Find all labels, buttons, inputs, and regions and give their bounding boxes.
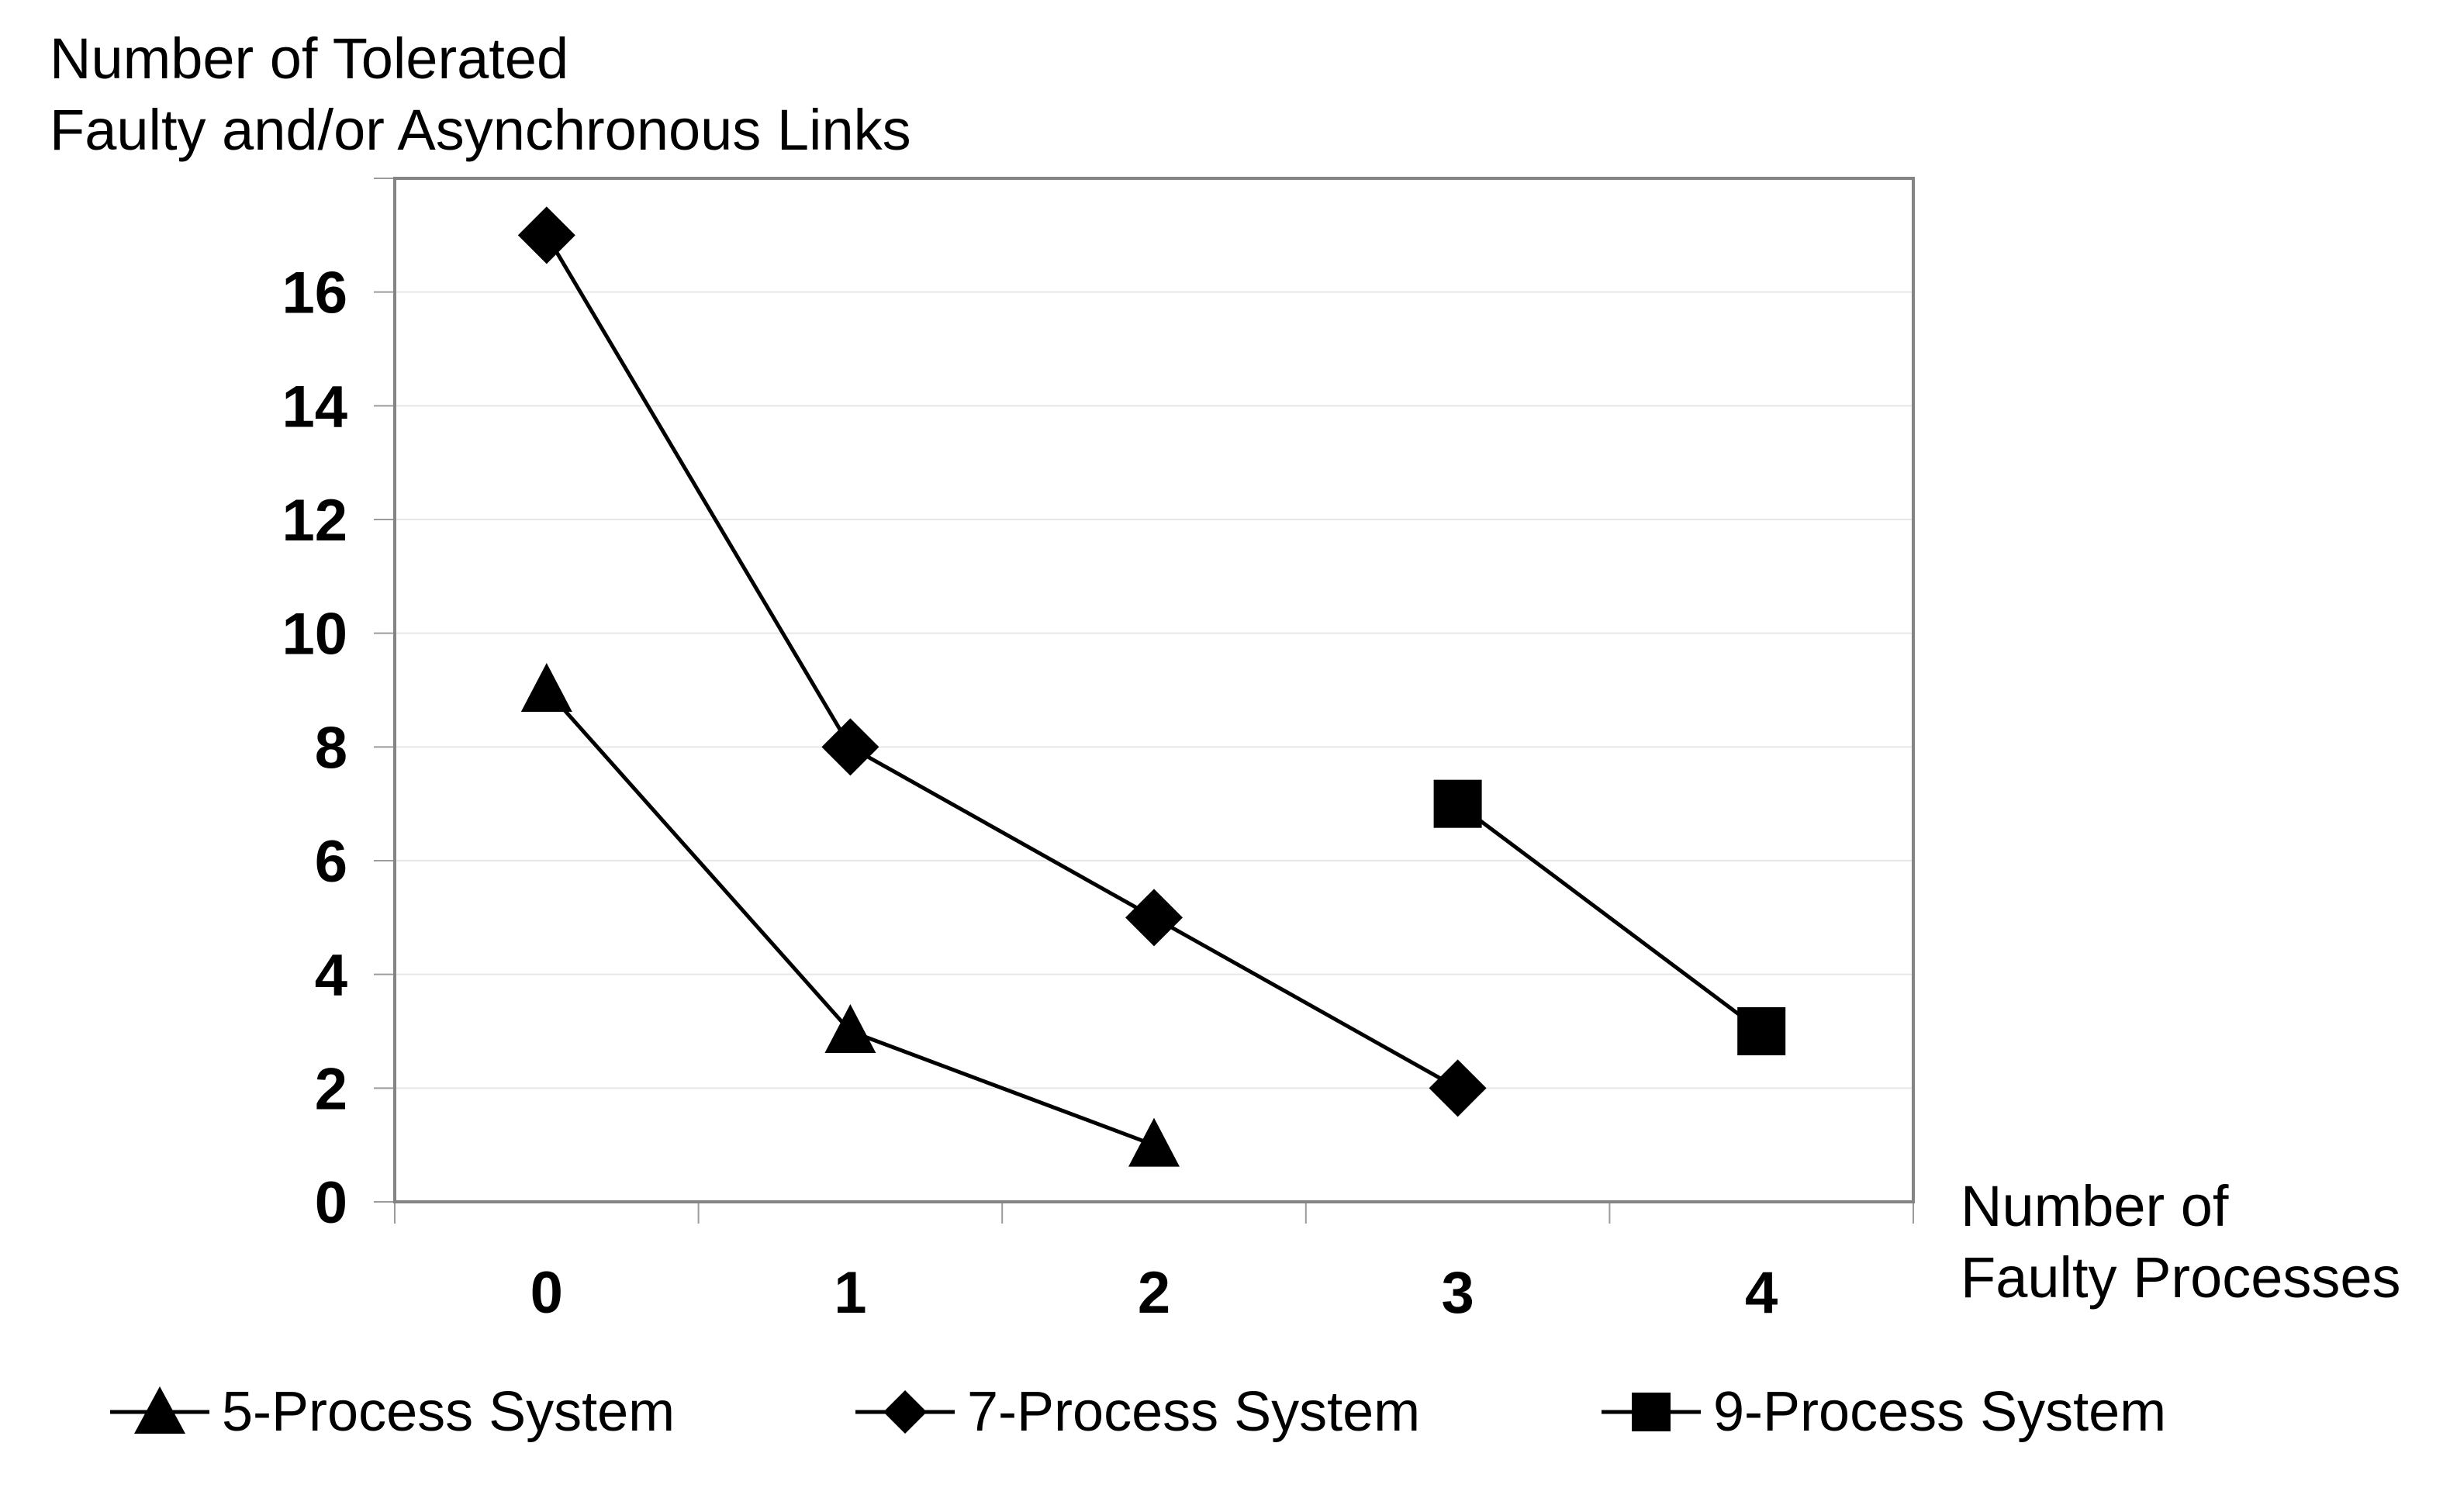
- y-tick-label: 8: [315, 715, 347, 781]
- legend-label: 9-Process System: [1713, 1381, 2167, 1443]
- square-marker-icon: [1602, 1393, 1701, 1431]
- legend-item-5-process: 5-Process System: [110, 1377, 675, 1447]
- diamond-marker: [1429, 1059, 1487, 1117]
- square-marker: [1433, 779, 1482, 828]
- triangle-marker: [520, 663, 572, 712]
- chart-title-line1: Number of Tolerated: [50, 26, 569, 91]
- series-line: [544, 234, 1459, 1090]
- y-tick-label: 4: [315, 943, 347, 1009]
- series-5-process-system: [520, 663, 1180, 1167]
- y-tick-label: 2: [315, 1056, 347, 1122]
- gridlines: [396, 291, 1912, 1089]
- series-9-process-system: [1433, 779, 1786, 1055]
- diamond-marker-icon: [855, 1390, 955, 1434]
- y-tick-label: 12: [282, 488, 347, 554]
- legend-item-9-process: 9-Process System: [1602, 1377, 2166, 1447]
- y-tick-label: 0: [315, 1170, 347, 1236]
- legend-label: 7-Process System: [967, 1381, 1421, 1443]
- x-tick-label: 3: [1441, 1260, 1474, 1326]
- series-line: [1456, 802, 1763, 1034]
- triangle-marker: [1128, 1117, 1180, 1167]
- x-tick-label: 1: [834, 1260, 866, 1326]
- x-tick-labels: 0 1 2 3 4: [530, 1260, 1778, 1326]
- legend-item-7-process: 7-Process System: [855, 1377, 1420, 1447]
- legend: 5-Process System 7-Process System 9-Proc…: [0, 1377, 2443, 1447]
- diamond-marker: [1125, 889, 1183, 947]
- triangle-marker: [824, 1004, 876, 1053]
- y-ticks: [374, 178, 393, 1203]
- plot-area-border: [393, 177, 1915, 1203]
- square-marker: [1737, 1007, 1786, 1055]
- x-axis-title-line1: Number of: [1961, 1174, 2229, 1238]
- chart-title: Number of Tolerated Faulty and/or Asynch…: [50, 23, 911, 166]
- y-tick-label: 16: [282, 261, 347, 326]
- y-tick-label: 6: [315, 829, 347, 895]
- diamond-marker: [517, 206, 575, 264]
- y-tick-labels: 0 2 4 6 8 10 12 14 16: [282, 261, 347, 1236]
- chart-title-line2: Faulty and/or Asynchronous Links: [50, 98, 911, 162]
- x-tick-label: 4: [1745, 1260, 1778, 1326]
- y-tick-label: 14: [282, 374, 347, 440]
- triangle-marker-icon: [110, 1386, 209, 1434]
- legend-label: 5-Process System: [222, 1381, 676, 1443]
- x-axis-title: Number of Faulty Processes: [1961, 1171, 2401, 1314]
- x-axis-title-line2: Faulty Processes: [1961, 1245, 2401, 1310]
- x-tick-label: 2: [1138, 1260, 1170, 1326]
- x-tick-label: 0: [530, 1260, 563, 1326]
- y-tick-label: 10: [282, 602, 347, 668]
- diamond-marker: [821, 718, 879, 776]
- x-ticks: [394, 1203, 1914, 1224]
- series-7-process-system: [517, 206, 1487, 1117]
